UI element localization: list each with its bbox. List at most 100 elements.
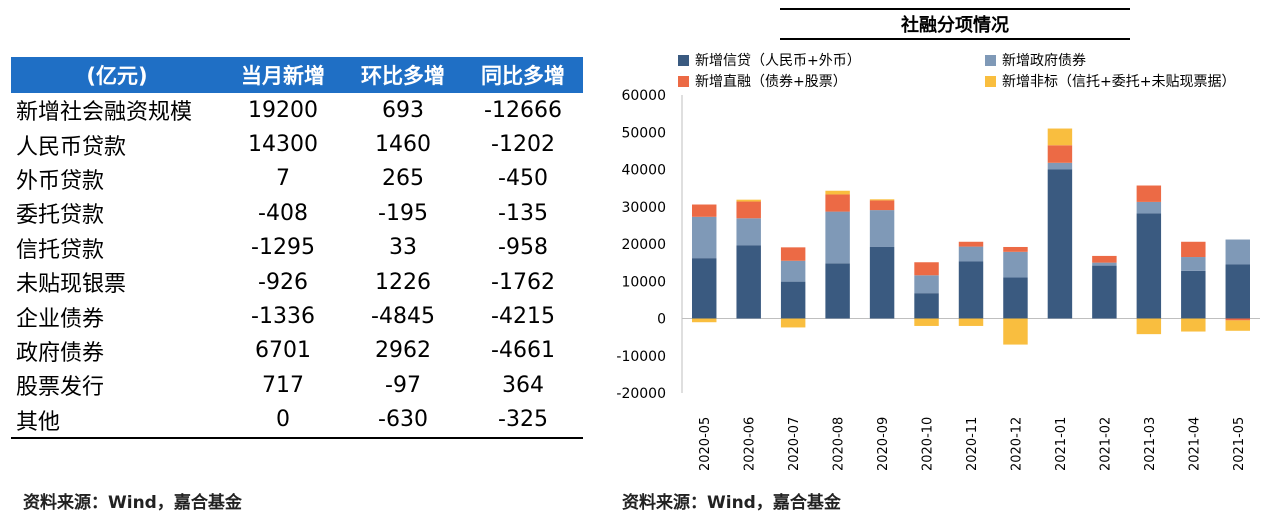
bar-segment-3 (869, 200, 895, 211)
bar-segment-1 (1181, 270, 1206, 319)
bar-segment-1 (692, 258, 717, 319)
header-mom-change: 环比多增 (361, 64, 445, 88)
row-value: 693 (382, 97, 424, 123)
row-value: 1460 (375, 132, 431, 158)
bar-segment-3 (1003, 246, 1028, 252)
x-tick-label: 2021-05 (1232, 417, 1247, 471)
y-tick-label: 30000 (621, 200, 666, 216)
row-value: -958 (498, 235, 548, 261)
bar-segment-2 (1181, 257, 1206, 271)
row-value: -1202 (491, 132, 555, 158)
stacked-bar-chart: 60000 50000 40000 30000 20000 10000 0 -10000 -20… (616, 88, 1260, 471)
title-rule-top (780, 8, 1130, 10)
y-tick-label: 50000 (621, 125, 666, 141)
bar-segment-2 (1047, 162, 1073, 170)
bar-segment-4 (692, 318, 717, 323)
bar-segment-2 (1092, 262, 1117, 266)
bar-segment-3 (1136, 185, 1162, 202)
row-value: -1336 (251, 304, 315, 330)
row-label: 人民币贷款 (16, 134, 127, 160)
bar-segment-3 (1225, 318, 1250, 321)
bar-segment-4 (1003, 318, 1028, 345)
bar-segment-3 (780, 247, 806, 261)
bar-segment-2 (1003, 251, 1028, 278)
bar-segment-3 (1181, 241, 1206, 258)
row-value: 6701 (255, 338, 311, 364)
bar-segment-1 (780, 281, 806, 319)
social-financing-table: (亿元) 当月新增 环比多增 同比多增 新增社会融资规模 19200 693 -126… (11, 57, 583, 439)
row-label: 企业债券 (16, 306, 105, 332)
y-tick-label: 20000 (621, 237, 666, 253)
table-row: 企业债券 -1336 -4845 -4215 (11, 299, 583, 333)
legend-swatch-gov-bonds (985, 54, 996, 66)
row-value: -4215 (491, 304, 555, 330)
row-value: 7 (276, 166, 290, 192)
legend-swatch-nonstandard (985, 75, 996, 87)
bar-segment-1 (914, 293, 939, 319)
x-tick-label: 2020-11 (965, 417, 980, 471)
row-value: -1762 (491, 269, 555, 295)
bar-segment-2 (914, 275, 939, 294)
x-tick-label: 2020-07 (787, 417, 802, 471)
bar-segment-3 (1047, 145, 1073, 163)
legend-item-gov-bonds: 新增政府债券 (985, 50, 1086, 70)
bar-segment-3 (825, 194, 850, 212)
x-tick-label: 2020-08 (832, 417, 847, 471)
title-rule-bottom (780, 38, 1130, 40)
table-row: 其他 0 -630 -325 (11, 402, 583, 439)
table-row: 新增社会融资规模 19200 693 -12666 (11, 93, 583, 127)
data-table-container: (亿元) 当月新增 环比多增 同比多增 新增社会融资规模 19200 693 -126… (11, 57, 583, 439)
legend-label-nonstandard: 新增非标（信托+委托+未贴现票据） (1002, 74, 1236, 90)
bar-segment-4 (1136, 318, 1162, 335)
bar-segment-1 (1003, 277, 1028, 319)
x-tick-label: 2020-10 (921, 417, 936, 471)
x-tick-label: 2020-09 (876, 417, 891, 471)
legend-item-direct-financing: 新增直融（债券+股票） (678, 71, 847, 91)
bar-segment-3 (736, 201, 761, 219)
row-value: -12666 (484, 97, 562, 123)
y-tick-label: 60000 (621, 88, 666, 104)
x-tick-label: 2020-06 (743, 417, 758, 471)
bar-segment-2 (825, 211, 850, 264)
row-value: -97 (385, 372, 421, 398)
row-value: -325 (463, 402, 583, 439)
row-value: 1226 (375, 269, 431, 295)
x-tick-label: 2020-05 (698, 417, 713, 471)
bar-segment-1 (958, 261, 984, 319)
row-label: 信托贷款 (16, 237, 105, 263)
legend-swatch-credit (678, 54, 689, 66)
bar-segment-4 (869, 199, 895, 201)
row-label: 新增社会融资规模 (16, 100, 193, 126)
bar-segment-4 (825, 190, 850, 195)
bar-segment-2 (1136, 201, 1162, 214)
bar-segment-2 (1225, 239, 1250, 265)
x-tick-label: 2021-04 (1187, 417, 1202, 471)
bar-segment-4 (1181, 318, 1206, 332)
legend-label-credit: 新增信贷（人民币+外币） (695, 53, 861, 69)
y-tick-label: -20000 (616, 386, 666, 402)
row-value: 2962 (375, 338, 431, 364)
row-label: 外币贷款 (16, 168, 105, 194)
bar-segment-2 (780, 260, 806, 282)
bar-segment-1 (1047, 169, 1073, 319)
bar-segment-4 (914, 318, 939, 326)
x-tick-label: 2021-02 (1098, 417, 1113, 471)
row-value: -4661 (491, 338, 555, 364)
y-tick-label: 0 (657, 312, 666, 328)
chart-title: 社融分项情况 (901, 15, 1009, 36)
legend-item-nonstandard: 新增非标（信托+委托+未贴现票据） (985, 71, 1235, 91)
bar-segment-4 (958, 318, 984, 326)
bar-segment-2 (736, 218, 761, 246)
bar-segment-1 (869, 246, 895, 319)
bar-segment-1 (1136, 213, 1162, 319)
bar-segment-3 (692, 204, 717, 217)
x-tick-label: 2021-01 (1054, 417, 1069, 471)
y-tick-label: 10000 (621, 274, 666, 290)
row-value: -1295 (251, 235, 315, 261)
bar-segment-4 (736, 199, 761, 202)
bar-segment-4 (1047, 128, 1073, 146)
legend-label-direct-financing: 新增直融（债券+股票） (695, 74, 847, 90)
row-value: -926 (258, 269, 308, 295)
legend-swatch-direct-financing (678, 75, 689, 87)
header-monthly-new: 当月新增 (241, 64, 325, 88)
